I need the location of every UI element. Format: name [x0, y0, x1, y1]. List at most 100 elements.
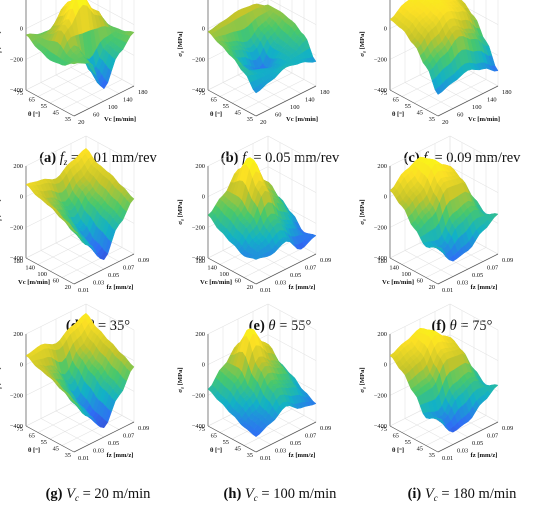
z-tick-label: −400	[374, 423, 387, 430]
width-tick-label: 0.05	[472, 440, 483, 447]
width-tick-label: 140	[487, 97, 497, 104]
width-tick-label: 0.01	[260, 287, 271, 294]
surface-patch	[252, 256, 261, 260]
surface	[389, 0, 499, 95]
depth-axis-label: θ [°]	[392, 447, 404, 454]
surface	[25, 147, 135, 261]
z-tick-label: −400	[192, 87, 205, 94]
z-tick-label: 200	[377, 163, 387, 170]
width-axis-line	[73, 421, 135, 453]
grid-line	[25, 303, 135, 335]
depth-axis-line	[25, 89, 75, 117]
width-tick-label: 0.07	[123, 433, 135, 440]
depth-axis-line	[389, 257, 439, 285]
grid-line	[207, 334, 317, 365]
z-axis-label: σz [MPa]	[0, 199, 3, 224]
width-axis-line	[437, 253, 499, 285]
width-tick-label: 0.07	[487, 433, 499, 440]
surface-patch	[252, 431, 261, 438]
width-tick-label: 100	[472, 104, 482, 111]
depth-axis-label: θ [°]	[210, 447, 222, 454]
z-axis-label: σz [MPa]	[359, 367, 367, 392]
width-tick-label: 60	[275, 112, 281, 119]
z-axis-label: σz [MPa]	[177, 31, 185, 56]
depth-tick-label: 75	[381, 426, 387, 433]
depth-axis-label: Vc [m/min]	[18, 279, 50, 286]
grid-line	[70, 67, 120, 94]
width-tick-label: 0.03	[275, 448, 286, 455]
z-tick-label: 0	[384, 362, 387, 369]
z-tick-label: 200	[195, 331, 205, 338]
panel-g: 200 0 −200 −400 σz [MPa] 75 65 55 45 35 θ [°] 0.01 0…	[0, 303, 152, 503]
z-tick-label: −400	[10, 87, 23, 94]
depth-tick-label: 60	[53, 278, 59, 285]
surface	[207, 156, 317, 260]
depth-tick-label: 65	[29, 433, 35, 440]
depth-tick-label: 65	[29, 97, 35, 104]
z-tick-label: 0	[202, 362, 205, 369]
width-tick-label: 0.07	[305, 433, 317, 440]
width-axis-label: fz [mm/z]	[471, 452, 498, 459]
depth-tick-label: 75	[199, 90, 205, 97]
surface-patch	[70, 229, 78, 234]
width-tick-label: 0.03	[457, 448, 468, 455]
depth-axis-label: θ [°]	[392, 111, 404, 118]
depth-tick-label: 45	[417, 110, 423, 117]
width-tick-label: 0.09	[502, 257, 513, 264]
depth-tick-label: 140	[207, 265, 217, 272]
panel-a: 200 0 −200 −400 σz [MPa] 75 65 55 45 35 θ [°] 20 60 1…	[0, 0, 158, 167]
width-axis-label: Vc [m/min]	[104, 116, 136, 123]
z-tick-label: 0	[20, 362, 23, 369]
surface	[207, 3, 317, 94]
z-axis-label: σz [MPa]	[177, 199, 185, 224]
width-tick-label: 0.05	[472, 272, 483, 279]
width-axis-label: fz [mm/z]	[107, 284, 134, 291]
depth-tick-label: 35	[429, 452, 435, 459]
depth-tick-label: 55	[405, 439, 411, 446]
depth-tick-label: 140	[389, 265, 399, 272]
width-tick-label: 20	[442, 119, 448, 126]
depth-tick-label: 65	[393, 97, 399, 104]
depth-tick-label: 55	[405, 103, 411, 110]
surface-patch	[70, 61, 79, 65]
panel-c: 200 0 −200 −400 σz [MPa] 75 65 55 45 35 θ [°] 20 60 1…	[359, 0, 521, 167]
grid-line	[25, 59, 135, 91]
depth-tick-label: 45	[235, 446, 241, 453]
panel-i: 200 0 −200 −400 σz [MPa] 75 65 55 45 35 θ [°] 0.01 0…	[359, 303, 517, 503]
z-tick-label: 0	[384, 194, 387, 201]
z-axis-label: σz [MPa]	[0, 31, 3, 56]
grid-line	[207, 303, 317, 335]
z-tick-label: −200	[10, 224, 23, 231]
depth-tick-label: 35	[65, 116, 71, 123]
width-axis-label: Vc [m/min]	[468, 116, 500, 123]
grid-line	[389, 303, 499, 335]
surface-patch	[434, 246, 442, 249]
width-tick-label: 0.05	[290, 440, 301, 447]
depth-tick-label: 180	[195, 258, 205, 265]
width-axis-line	[255, 253, 317, 285]
z-tick-label: −400	[10, 423, 23, 430]
width-tick-label: 180	[502, 89, 512, 96]
panel-caption: (g) Vc = 20 m/min	[46, 486, 152, 503]
width-tick-label: 20	[260, 119, 266, 126]
surface	[25, 312, 135, 429]
width-tick-label: 0.03	[93, 280, 104, 287]
depth-axis-line	[389, 425, 439, 453]
z-tick-label: 0	[202, 26, 205, 33]
width-tick-label: 0.05	[108, 440, 119, 447]
depth-axis-line	[25, 257, 75, 285]
width-tick-label: 0.07	[123, 265, 135, 272]
width-tick-label: 0.09	[138, 425, 149, 432]
z-tick-label: −200	[374, 56, 387, 63]
width-axis-label: fz [mm/z]	[107, 452, 134, 459]
z-tick-label: 200	[13, 163, 23, 170]
surface	[389, 156, 499, 262]
z-axis-label: σz [MPa]	[177, 367, 185, 392]
width-tick-label: 0.09	[320, 425, 331, 432]
depth-tick-label: 20	[429, 284, 435, 291]
depth-tick-label: 35	[65, 452, 71, 459]
surface-patch	[434, 86, 443, 95]
depth-tick-label: 140	[25, 265, 35, 272]
